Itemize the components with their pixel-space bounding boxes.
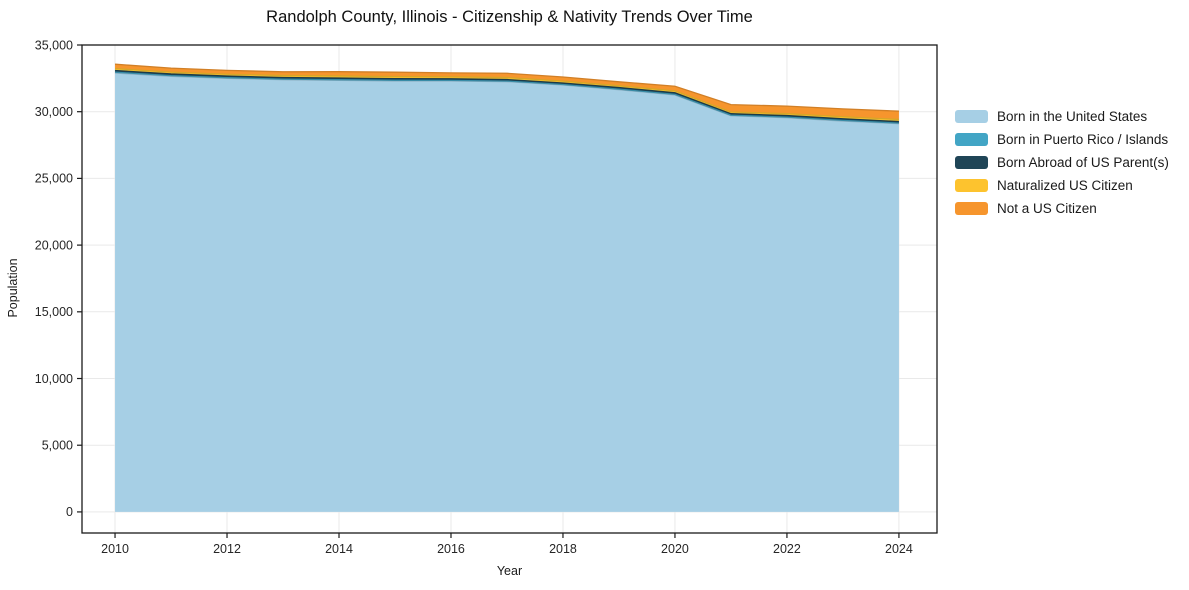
legend-swatch <box>955 202 988 215</box>
legend-item-4: Not a US Citizen <box>955 201 1169 216</box>
legend-item-0: Born in the United States <box>955 109 1169 124</box>
x-tick-label: 2020 <box>661 542 689 556</box>
x-tick-label: 2014 <box>325 542 353 556</box>
x-tick-label: 2016 <box>437 542 465 556</box>
legend-item-2: Born Abroad of US Parent(s) <box>955 155 1169 170</box>
chart-title: Randolph County, Illinois - Citizenship … <box>266 8 753 26</box>
legend: Born in the United States Born in Puerto … <box>955 109 1169 225</box>
y-tick-label: 30,000 <box>35 105 73 119</box>
x-axis-label: Year <box>496 564 523 578</box>
x-tick-label: 2018 <box>549 542 577 556</box>
y-tick-label: 5,000 <box>42 439 73 453</box>
legend-swatch <box>955 179 988 192</box>
x-tick-label: 2022 <box>773 542 801 556</box>
legend-item-3: Naturalized US Citizen <box>955 178 1169 193</box>
legend-label: Born in the United States <box>997 109 1148 124</box>
area-topline-4 <box>114 63 899 112</box>
legend-swatch <box>955 156 988 169</box>
y-tick-label: 0 <box>66 505 73 519</box>
area-series-4 <box>115 64 899 120</box>
x-tick-label: 2012 <box>213 542 241 556</box>
area-series-0 <box>115 73 899 512</box>
area-topline-2 <box>114 69 899 123</box>
y-tick-label: 10,000 <box>35 372 73 386</box>
legend-label: Born in Puerto Rico / Islands <box>997 132 1169 147</box>
y-tick-label: 20,000 <box>35 238 73 252</box>
y-tick-label: 25,000 <box>35 172 73 186</box>
y-tick-label: 15,000 <box>35 305 73 319</box>
x-tick-label: 2010 <box>101 542 129 556</box>
x-tick-label: 2024 <box>885 542 913 556</box>
area-topline-1 <box>115 71 899 124</box>
legend-label: Naturalized US Citizen <box>997 178 1133 193</box>
legend-label: Not a US Citizen <box>997 201 1097 216</box>
legend-label: Born Abroad of US Parent(s) <box>997 155 1169 170</box>
legend-swatch <box>955 110 988 123</box>
area-topline-3 <box>114 67 899 121</box>
y-tick-label: 35,000 <box>35 38 73 52</box>
legend-item-1: Born in Puerto Rico / Islands <box>955 132 1169 147</box>
plot-frame <box>81 44 938 534</box>
legend-swatch <box>955 133 988 146</box>
